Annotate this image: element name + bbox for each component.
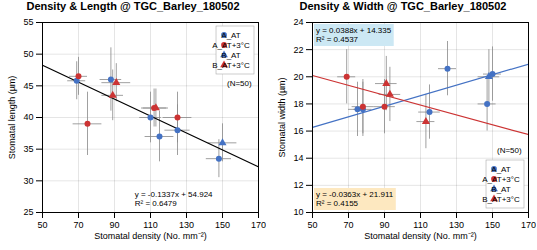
svg-text:170: 170 (251, 220, 266, 230)
svg-text:A_AT: A_AT (491, 165, 511, 174)
svg-text:10: 10 (293, 207, 303, 217)
svg-text:y = -0.1337x + 54.924R² = 0.64: y = -0.1337x + 54.924R² = 0.6479 (135, 190, 213, 208)
svg-text:B_AT+3°C: B_AT+3°C (212, 61, 250, 70)
svg-text:150: 150 (215, 220, 230, 230)
svg-text:Stomatal density (No. mm⁻²): Stomatal density (No. mm⁻²) (364, 231, 477, 241)
svg-text:90: 90 (379, 220, 389, 230)
svg-text:90: 90 (109, 220, 119, 230)
svg-text:55: 55 (23, 17, 33, 27)
svg-text:50: 50 (23, 49, 33, 59)
svg-text:B_AT+3°C: B_AT+3°C (482, 195, 520, 204)
svg-text:A_AT: A_AT (221, 31, 241, 40)
svg-text:(N=50): (N=50) (497, 146, 522, 155)
svg-text:50: 50 (307, 220, 317, 230)
svg-text:70: 70 (343, 220, 353, 230)
svg-text:(N=50): (N=50) (227, 79, 252, 88)
svg-text:70: 70 (73, 220, 83, 230)
svg-text:35: 35 (23, 144, 33, 154)
svg-text:24: 24 (293, 17, 303, 27)
svg-text:50: 50 (37, 220, 47, 230)
svg-text:110: 110 (413, 220, 427, 230)
svg-text:12: 12 (293, 180, 303, 190)
svg-text:150: 150 (485, 220, 500, 230)
svg-text:25: 25 (23, 207, 33, 217)
html-text:Density & Width @ TGC_Barley_1: Density & Width @ TGC_Barley_180502 (299, 0, 507, 12)
svg-text:18: 18 (293, 99, 303, 109)
svg-text:110: 110 (143, 220, 157, 230)
svg-text:20: 20 (293, 72, 303, 82)
svg-text:Stomatal width (µm): Stomatal width (µm) (277, 77, 287, 157)
svg-text:Stomatal density (No. mm⁻²): Stomatal density (No. mm⁻²) (94, 231, 207, 241)
svg-text:B_AT: B_AT (221, 51, 241, 60)
svg-text:14: 14 (293, 153, 303, 163)
svg-text:y = -0.0363x + 21.911R² = 0.41: y = -0.0363x + 21.911R² = 0.4155 (316, 190, 394, 208)
svg-text:45: 45 (23, 81, 33, 91)
svg-text:B_AT: B_AT (491, 185, 511, 194)
svg-text:130: 130 (449, 220, 464, 230)
svg-text:16: 16 (293, 126, 303, 136)
svg-text:130: 130 (179, 220, 194, 230)
svg-text:170: 170 (521, 220, 536, 230)
svg-text:A_AT+3°C: A_AT+3°C (482, 175, 520, 184)
svg-text:y = 0.0388x + 14.335R² = 0.453: y = 0.0388x + 14.335R² = 0.4537 (316, 26, 392, 44)
svg-text:A_AT+3°C: A_AT+3°C (212, 41, 250, 50)
svg-text:Stomatal length (µm): Stomatal length (µm) (7, 76, 17, 160)
svg-text:22: 22 (293, 45, 303, 55)
svg-text:40: 40 (23, 112, 33, 122)
html-text:Density & Length @ TGC_Barley_: Density & Length @ TGC_Barley_180502 (26, 0, 240, 12)
svg-text:30: 30 (23, 176, 33, 186)
